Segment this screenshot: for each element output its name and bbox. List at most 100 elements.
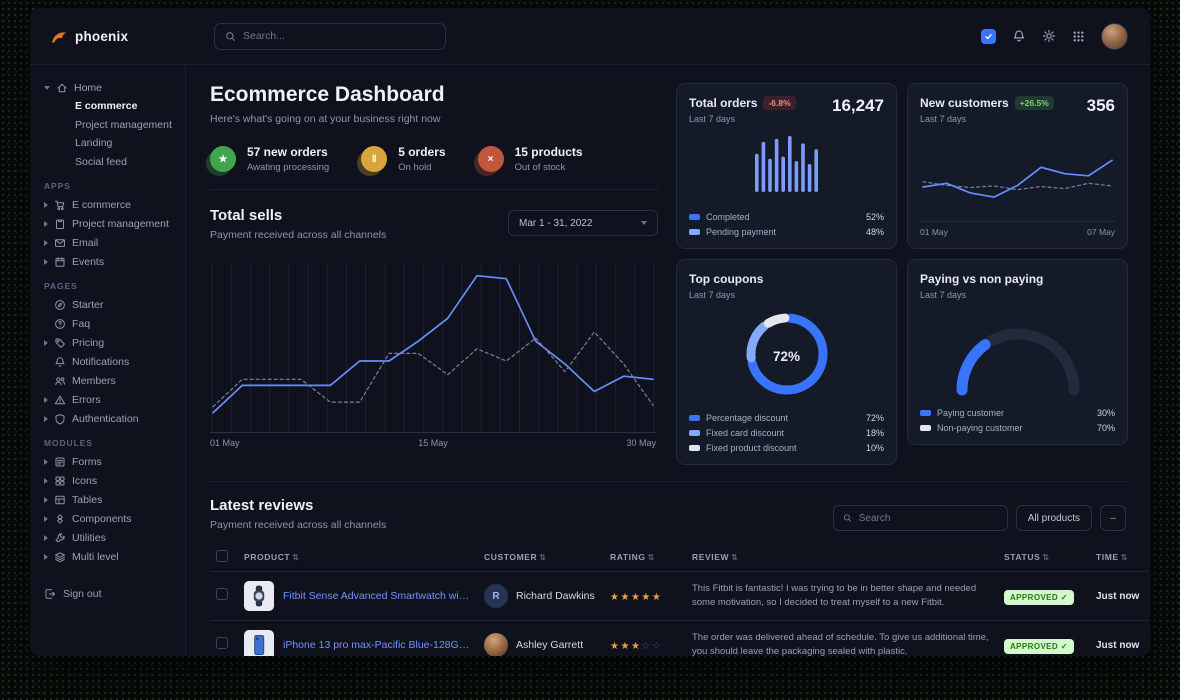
page-subtitle: Here's what's going on at your business … xyxy=(210,113,441,125)
sidebar-item-icons[interactable]: Icons xyxy=(44,471,177,490)
sidebar-item-pricing[interactable]: Pricing xyxy=(44,333,177,352)
sidebar-subitem-project-management[interactable]: Project management xyxy=(75,118,172,131)
legend-value: 72% xyxy=(865,413,884,423)
global-search[interactable] xyxy=(214,22,446,50)
sign-out-label: Sign out xyxy=(63,588,102,600)
sidebar-item-utilities[interactable]: Utilities xyxy=(44,528,177,547)
sign-out-icon xyxy=(44,588,56,600)
sidebar-item-authentication[interactable]: Authentication xyxy=(44,409,177,428)
sidebar-item-forms[interactable]: Forms xyxy=(44,452,177,471)
legend: Percentage discount 72% Fixed card disco… xyxy=(689,405,884,453)
user-avatar[interactable] xyxy=(1101,22,1128,50)
theme-toggle-icon[interactable] xyxy=(981,28,996,44)
compass-icon xyxy=(54,299,66,311)
card-title: Total orders xyxy=(689,96,758,110)
legend-item: Percentage discount 72% xyxy=(689,413,884,423)
sidebar-item-tables[interactable]: Tables xyxy=(44,490,177,509)
sidebar-item-multi-level[interactable]: Multi level xyxy=(44,547,177,566)
chevron-right-icon xyxy=(44,458,48,465)
column-header-customer[interactable]: CUSTOMER ⇅ xyxy=(484,552,547,562)
stat-value: 5 orders xyxy=(398,145,446,159)
sidebar-item-label: Utilities xyxy=(72,531,106,544)
row-checkbox[interactable] xyxy=(216,637,228,649)
sidebar-item-errors[interactable]: Errors xyxy=(44,390,177,409)
sidebar-item-faq[interactable]: Faq xyxy=(44,314,177,333)
legend-label: Fixed card discount xyxy=(706,428,785,438)
sidebar-item-project-management[interactable]: Project management xyxy=(44,214,177,233)
apps-grid-icon[interactable] xyxy=(1071,29,1086,44)
donut-chart xyxy=(746,313,827,395)
column-header-rating[interactable]: RATING ⇅ xyxy=(610,552,655,562)
sidebar-subitem-e-commerce[interactable]: E commerce xyxy=(75,100,138,113)
legend-item: Completed 52% xyxy=(689,212,884,222)
components-icon xyxy=(54,513,66,525)
cart-icon xyxy=(54,199,66,211)
all-products-filter-button[interactable]: All products xyxy=(1015,505,1092,531)
star-rating: ★★★☆☆ xyxy=(610,641,663,652)
chevron-right-icon xyxy=(44,496,48,503)
column-header-product[interactable]: PRODUCT ⇅ xyxy=(244,552,300,562)
reviews-search[interactable] xyxy=(832,505,1008,531)
legend-label: Paying customer xyxy=(937,408,1005,418)
app-window: phoenix xyxy=(30,8,1150,656)
sidebar-item-components[interactable]: Components xyxy=(44,509,177,528)
sidebar-item-label: Events xyxy=(72,255,105,268)
top-bar: phoenix xyxy=(30,8,1150,65)
sidebar-item-label: Starter xyxy=(72,298,104,311)
date-range-select[interactable]: Mar 1 - 31, 2022 xyxy=(508,210,658,236)
chevron-right-icon xyxy=(44,396,48,403)
legend-value: 18% xyxy=(865,428,884,438)
product-link[interactable]: Fitbit Sense Advanced Smartwatch with To… xyxy=(283,590,472,602)
main-content: Ecommerce Dashboard Here's what's going … xyxy=(186,65,1150,656)
sidebar-item-members[interactable]: Members xyxy=(44,371,177,390)
brand-logo[interactable]: phoenix xyxy=(30,28,186,44)
search-input[interactable] xyxy=(243,30,435,42)
sort-icon: ⇅ xyxy=(292,553,300,562)
x-tick: 01 May xyxy=(920,227,948,237)
sidebar-item-events[interactable]: Events xyxy=(44,252,177,271)
pause-icon: ‖ xyxy=(361,146,388,172)
legend-value: 30% xyxy=(1096,408,1115,418)
column-header-time[interactable]: TIME ⇅ xyxy=(1096,552,1129,562)
sidebar-item-email[interactable]: Email xyxy=(44,233,177,252)
legend-swatch xyxy=(920,410,931,416)
stats-row: ★ 57 new orders Awating processing ‖ 5 order… xyxy=(210,145,658,190)
column-header-review[interactable]: REVIEW ⇅ xyxy=(692,552,739,562)
sidebar-item-starter[interactable]: Starter xyxy=(44,295,177,314)
gear-icon[interactable] xyxy=(1041,29,1056,44)
sidebar-subitem-landing[interactable]: Landing xyxy=(75,137,113,150)
new-customers-value: 356 xyxy=(1086,96,1115,115)
sign-out-button[interactable]: Sign out xyxy=(44,588,177,600)
chevron-right-icon xyxy=(44,534,48,541)
total-sells-x-axis: 01 May 15 May 30 May xyxy=(210,438,656,448)
sidebar-item-home[interactable]: Home xyxy=(44,78,177,97)
bell-icon[interactable] xyxy=(1011,29,1026,44)
more-options-button[interactable]: – xyxy=(1100,505,1126,531)
sidebar-item-label: Email xyxy=(72,236,99,249)
reviews-table: PRODUCT ⇅ CUSTOMER ⇅ RATING ⇅ REVIEW ⇅ STATUS ⇅ TI… xyxy=(210,543,1148,656)
sidebar-subitem-social-feed[interactable]: Social feed xyxy=(75,155,127,168)
sort-icon: ⇅ xyxy=(1120,553,1129,562)
sidebar-item-label: Multi level xyxy=(72,550,119,563)
change-badge: +26.5% xyxy=(1014,96,1054,110)
reviews-search-input[interactable] xyxy=(858,512,998,524)
sidebar-item-e-commerce[interactable]: E commerce xyxy=(44,195,177,214)
legend: Completed 52% Pending payment 48% xyxy=(689,204,884,237)
sidebar-item-notifications[interactable]: Notifications xyxy=(44,352,177,371)
select-all-checkbox[interactable] xyxy=(216,550,228,562)
sidebar-item-label: Notifications xyxy=(72,355,130,368)
chevron-down-icon xyxy=(44,85,50,90)
column-header-status[interactable]: STATUS ⇅ xyxy=(1004,552,1050,562)
legend-item: Pending payment 48% xyxy=(689,227,884,237)
warning-icon xyxy=(54,394,66,406)
product-link[interactable]: iPhone 13 pro max-Pacific Blue-128GB sto… xyxy=(283,639,472,651)
row-checkbox[interactable] xyxy=(216,588,228,600)
legend-label: Pending payment xyxy=(706,227,777,237)
paying-gauge-chart xyxy=(956,328,1079,396)
new-customers-x-axis: 01 May 07 May xyxy=(920,221,1115,237)
stat-value: 57 new orders xyxy=(247,145,328,159)
legend-label: Non-paying customer xyxy=(937,423,1023,433)
total-sells-chart xyxy=(210,263,656,433)
sidebar-item-label: Components xyxy=(72,512,132,525)
sidebar-item-label: Home xyxy=(74,81,103,94)
